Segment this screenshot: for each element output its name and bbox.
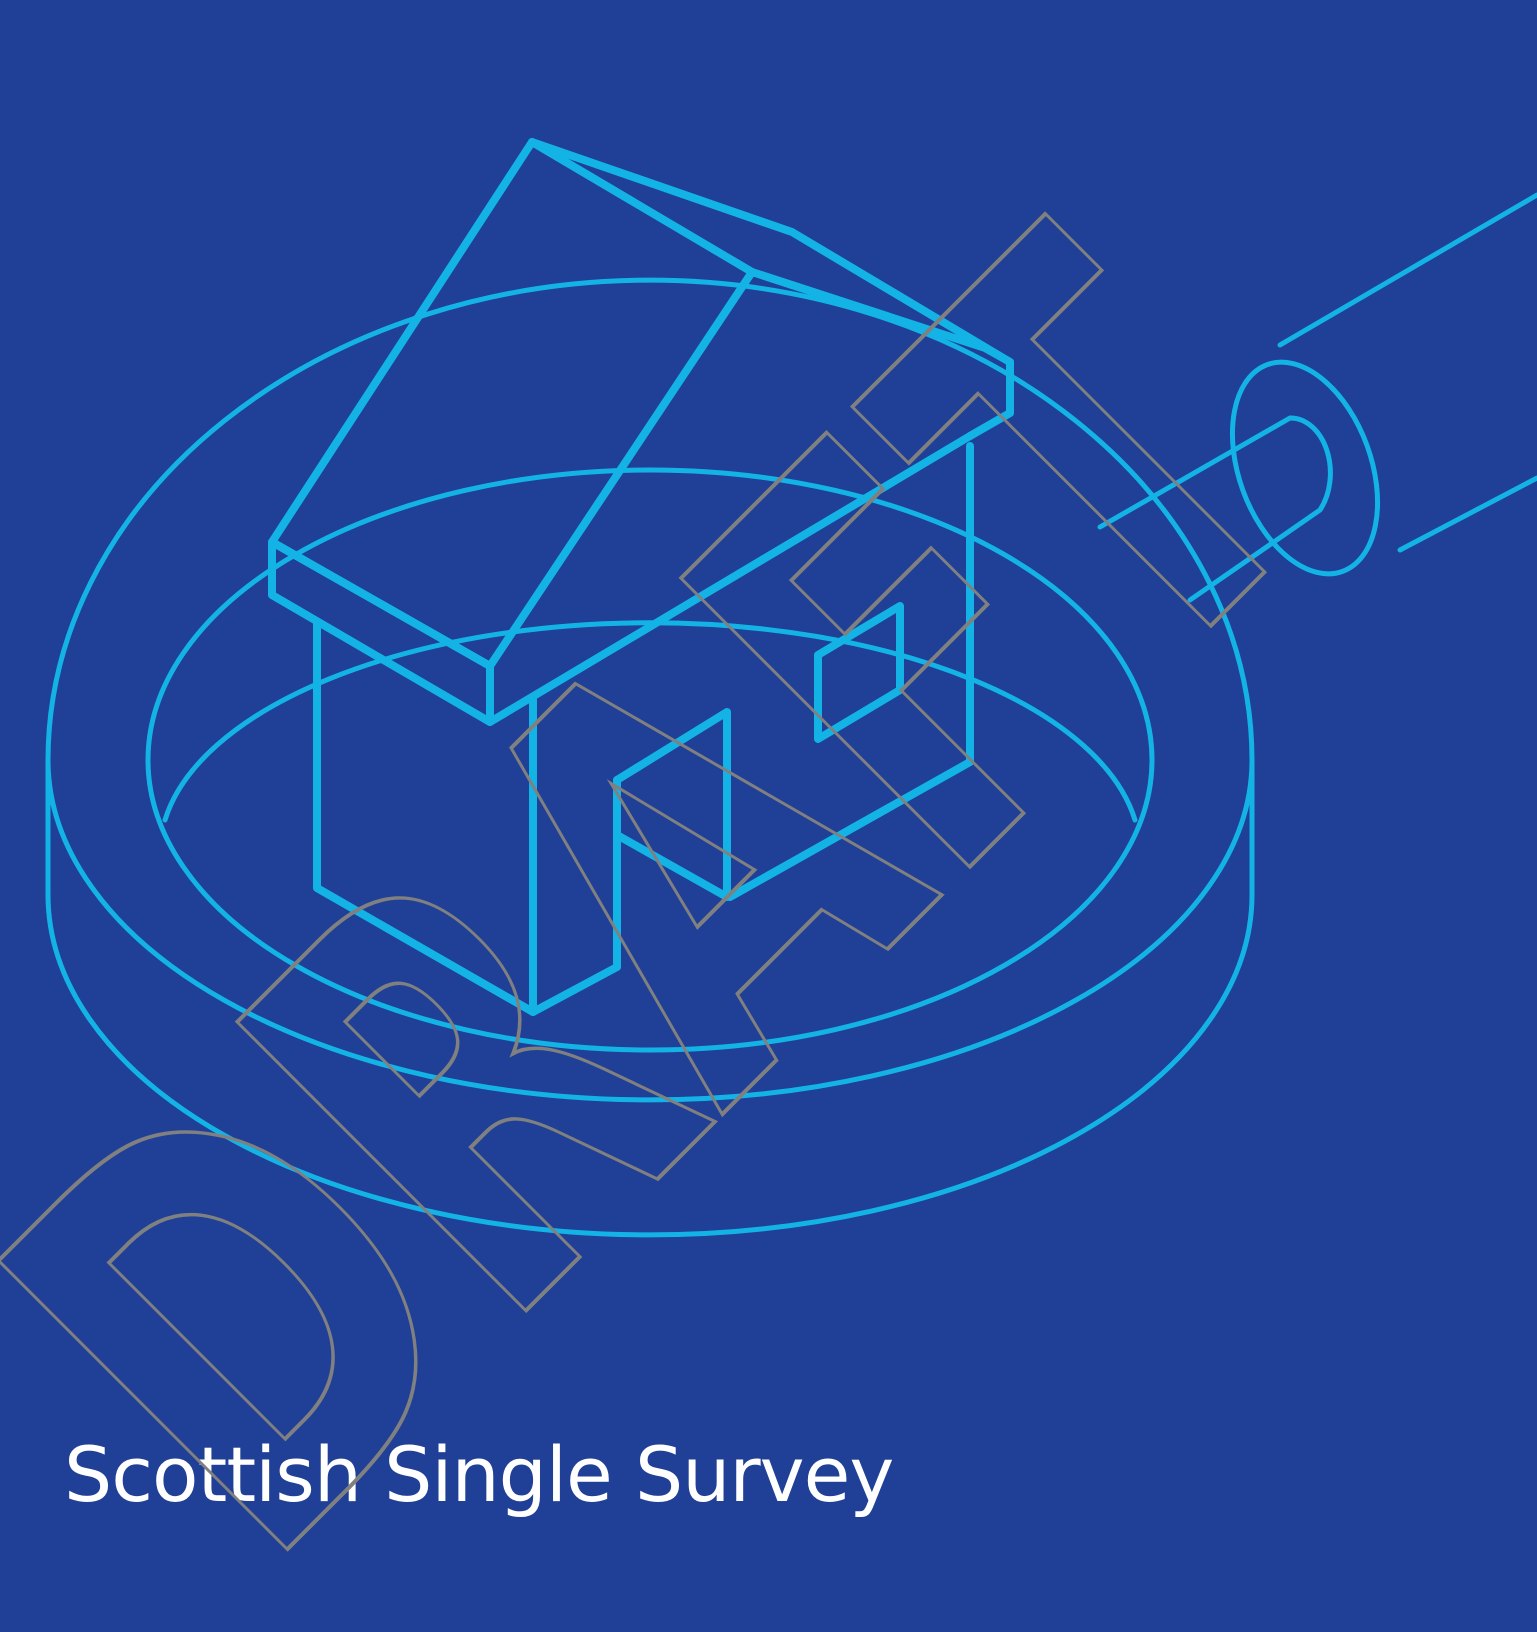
magnifier-handle-icon	[1097, 192, 1537, 603]
magnifier-lens-icon	[45, 277, 1255, 1238]
document-title: Scottish Single Survey	[64, 1430, 894, 1519]
house-icon	[268, 138, 1014, 1016]
